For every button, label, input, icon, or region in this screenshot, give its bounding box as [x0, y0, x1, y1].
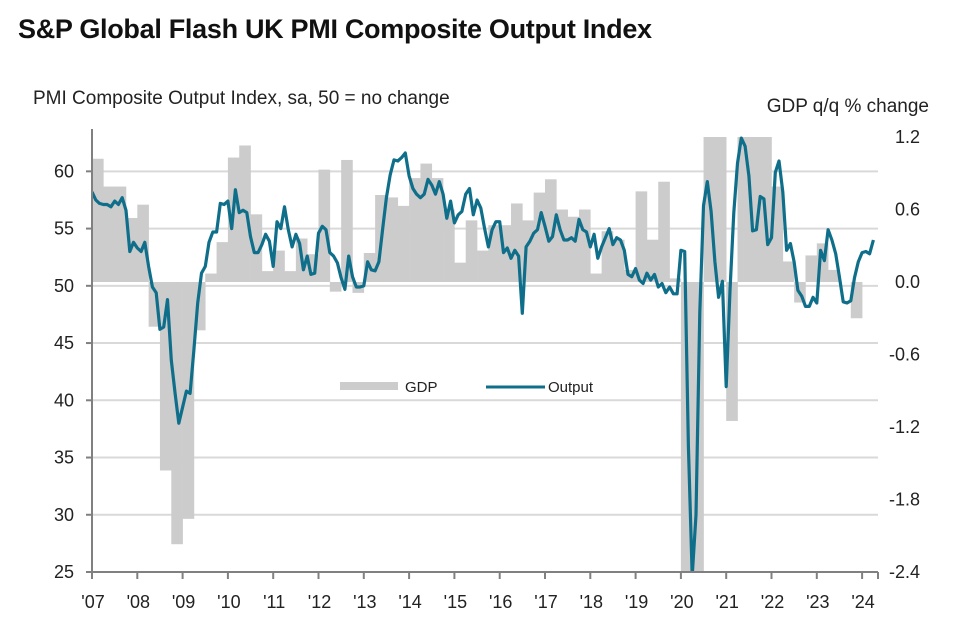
gdp-bar	[205, 273, 217, 282]
legend: GDP Output	[340, 379, 594, 396]
gdp-bar	[635, 191, 648, 282]
gdp-bar	[477, 250, 489, 282]
left-tick-label: 60	[54, 161, 74, 181]
gdp-bar	[601, 231, 614, 282]
gdp-bar	[397, 205, 410, 282]
gdp-bar	[646, 239, 659, 282]
gdp-bar	[850, 282, 863, 319]
left-tick-label: 40	[54, 390, 74, 410]
gdp-bar	[443, 209, 455, 282]
gdp-bar	[182, 282, 195, 519]
x-tick-label: '12	[308, 592, 331, 612]
gdp-bar	[737, 137, 750, 282]
gdp-bar	[590, 273, 602, 282]
gdp-bar	[193, 282, 206, 331]
right-tick-label: -1.2	[889, 417, 920, 437]
gdp-bar	[488, 225, 500, 282]
legend-gdp-swatch	[340, 382, 398, 390]
x-tick-label: '09	[172, 592, 195, 612]
gdp-bar	[216, 242, 229, 282]
gdp-bar	[499, 225, 512, 282]
x-tick-label: '16	[489, 592, 512, 612]
gdp-bar	[261, 271, 274, 282]
x-tick-label: '23	[806, 592, 829, 612]
gdp-bar	[658, 181, 670, 282]
gdp-bar	[307, 254, 319, 282]
right-tick-label: -0.6	[889, 345, 920, 365]
gdp-bar	[545, 179, 557, 282]
gdp-bar	[284, 271, 297, 282]
x-tick-label: '19	[625, 592, 648, 612]
gdp-bar	[782, 261, 795, 282]
left-axis-label: PMI Composite Output Index, sa, 50 = no …	[33, 88, 450, 109]
gdp-bar	[114, 186, 127, 282]
legend-gdp-label: GDP	[405, 379, 438, 396]
left-tick-label: 25	[54, 562, 74, 582]
gdp-bar	[522, 220, 534, 282]
right-tick-label: 1.2	[895, 127, 920, 147]
gdp-bar	[386, 197, 399, 282]
gdp-bar	[465, 220, 478, 282]
gdp-bar	[816, 243, 829, 282]
output-line	[92, 136, 875, 572]
gdp-bar	[250, 214, 263, 282]
gdp-bar	[612, 239, 625, 282]
gdp-bar	[431, 178, 444, 282]
right-axis-label: GDP q/q % change	[766, 96, 929, 117]
gdp-bar	[341, 159, 353, 282]
legend-output-label: Output	[548, 379, 594, 396]
gdp-bar	[103, 186, 115, 282]
gdp-bar	[805, 255, 818, 282]
right-tick-label: 0.0	[895, 272, 920, 292]
gdp-bar	[669, 278, 682, 282]
left-tick-label: 45	[54, 333, 74, 353]
gdp-bar	[159, 282, 172, 471]
right-tick-label: -2.4	[889, 562, 920, 582]
x-tick-label: '10	[217, 592, 240, 612]
x-tick-label: '15	[444, 592, 467, 612]
x-tick-label: '20	[670, 592, 693, 612]
chart-title: S&P Global Flash UK PMI Composite Output…	[18, 14, 652, 44]
gdp-bar	[567, 216, 580, 282]
gdp-bar	[714, 137, 727, 282]
axes: 25 30 35 40 45 50 55 60 -2.4 -1.8 -1.2 -0.6 0.0 0.6 1.…	[54, 127, 920, 612]
gdp-bar	[828, 269, 840, 282]
left-tick-label: 50	[54, 276, 74, 296]
x-tick-label: '11	[263, 592, 285, 612]
right-tick-label: 0.6	[895, 200, 920, 220]
gdp-bar	[92, 158, 104, 282]
left-tick-label: 30	[54, 505, 74, 525]
gdp-bar	[533, 192, 546, 282]
gdp-bar	[329, 282, 342, 292]
gdp-bar	[771, 186, 784, 282]
gdp-bar	[148, 282, 161, 327]
gdp-bar	[556, 209, 568, 282]
right-tick-label: -1.8	[889, 490, 920, 510]
x-tick-label: '22	[761, 592, 784, 612]
output-line-group	[92, 136, 875, 572]
gdp-bar	[273, 250, 285, 282]
x-tick-label: '18	[580, 592, 603, 612]
gdp-bar	[748, 137, 761, 282]
x-tick-label: '07	[81, 592, 104, 612]
gdp-bar	[726, 282, 738, 421]
gdp-bar	[511, 203, 523, 282]
x-tick-label: '17	[534, 592, 557, 612]
gdp-bar	[454, 262, 467, 282]
x-tick-label: '08	[127, 592, 150, 612]
gdp-bar	[318, 169, 331, 282]
gdp-bar	[409, 178, 421, 282]
x-tick-label: '21	[715, 592, 738, 612]
left-tick-label: 55	[54, 219, 74, 239]
x-tick-label: '13	[353, 592, 376, 612]
gdp-bar	[578, 209, 591, 282]
x-tick-label: '14	[398, 592, 421, 612]
x-tick-label: '24	[851, 592, 874, 612]
left-tick-label: 35	[54, 448, 74, 468]
gdp-bar	[420, 163, 433, 282]
gdp-bar	[239, 145, 251, 282]
